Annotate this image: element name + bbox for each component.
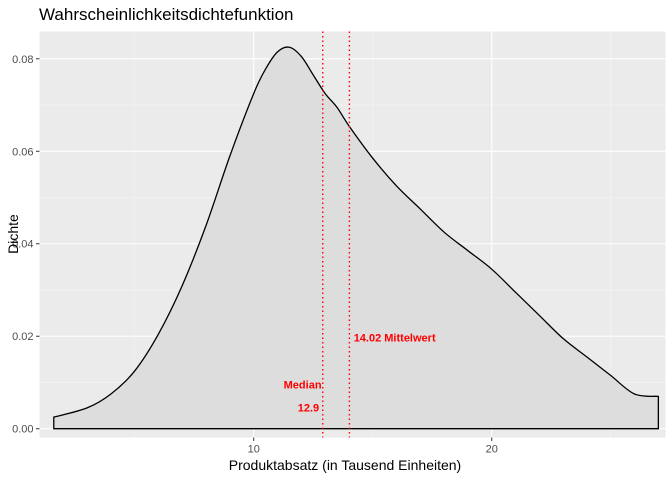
x-tick-label: 20 — [486, 444, 498, 456]
y-tick-label: 0.00 — [12, 424, 33, 436]
annotation-label: 12.9 — [298, 402, 319, 414]
annotation-label: Median — [284, 379, 322, 391]
y-tick-label: 0.08 — [12, 54, 33, 66]
x-axis: 10 20 — [248, 437, 498, 456]
y-tick-label: 0.02 — [12, 331, 33, 343]
density-area — [53, 47, 659, 429]
y-tick-label: 0.04 — [12, 239, 33, 251]
density-curve — [53, 46, 660, 430]
annotation-label: 14.02 Mittelwert — [354, 333, 436, 345]
annotations: 14.02 Mittelwert Median 12.9 — [284, 333, 436, 415]
y-tick-label: 0.06 — [12, 146, 33, 158]
chart-title: Wahrscheinlichkeitsdichtefunktion — [39, 5, 294, 24]
y-axis-title: Dichte — [5, 214, 21, 254]
reference-lines — [322, 31, 351, 438]
x-axis-title: Produktabsatz (in Tausend Einheiten) — [229, 457, 461, 473]
x-tick-label: 10 — [248, 444, 260, 456]
y-axis: 0.00 0.02 0.04 0.06 0.08 — [12, 54, 40, 436]
